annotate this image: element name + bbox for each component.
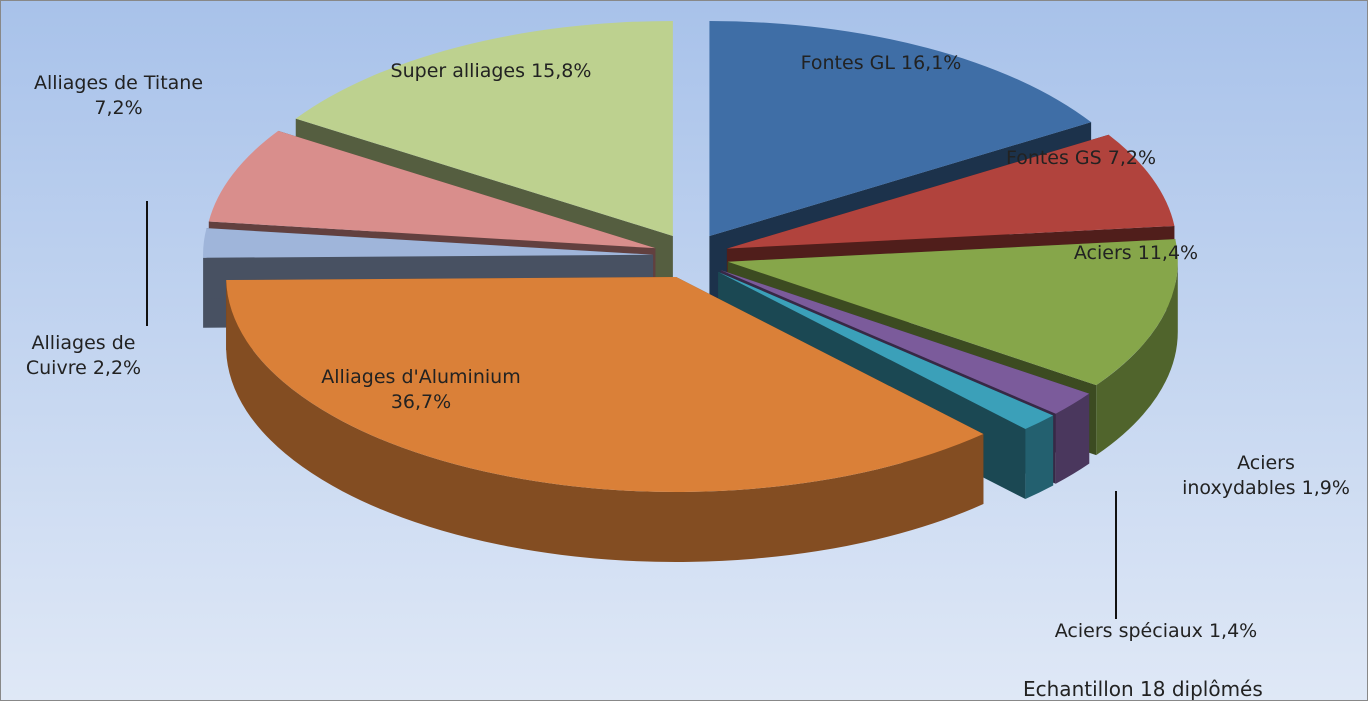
category-label: Fontes GL [800,52,895,74]
slice-label: Fontes GS 7,2% [971,146,1191,171]
slice-label: Fontes GL 16,1% [781,51,981,76]
value-label: 7,2% [1107,147,1157,169]
slice-side [1096,261,1178,456]
slice [295,20,673,236]
slice [720,270,1090,414]
slice-label: Aciers spéciaux 1,4% [1021,619,1291,644]
value-label: 2,2% [92,356,142,379]
category-label: Aciers [1073,242,1132,264]
category-label: Alliages de Cuivre [25,332,136,379]
value-label: 1,4% [1208,620,1258,642]
slice-side [1055,393,1090,484]
value-label: 11,4% [1137,242,1199,264]
value-label: 16,1% [901,52,962,74]
slice-label: Super alliages 15,8% [351,59,631,84]
value-label: 15,8% [531,60,592,82]
category-label: Aciers inoxydables [1182,452,1296,499]
category-label: Super alliages [390,60,526,82]
category-label: Alliages d'Aluminium [321,366,521,388]
category-label: Fontes GS [1005,147,1102,169]
value-label: 36,7% [390,390,452,413]
value-label: 1,9% [1301,476,1350,499]
category-label: Alliages de Titane [33,72,204,94]
slice [226,276,984,492]
slice [709,21,1092,237]
slice-label: Aciers inoxydables 1,9% [1181,451,1351,500]
slice [203,228,654,258]
slice [208,130,656,249]
category-label: Aciers spéciaux [1054,620,1203,642]
slice [726,134,1175,249]
slice-label: Aciers 11,4% [1041,241,1231,266]
slice [718,271,1054,430]
slice-label: Alliages de Titane 7,2% [31,71,206,120]
slice [727,239,1178,386]
slice-label: Alliages de Cuivre 2,2% [1,331,166,380]
slice-side [226,280,984,562]
slice-label: Alliages d'Aluminium 36,7% [261,365,581,414]
note: Echantillon 18 diplômés [1023,677,1263,701]
value-label: 7,2% [94,96,143,119]
slice-side [1025,415,1054,500]
